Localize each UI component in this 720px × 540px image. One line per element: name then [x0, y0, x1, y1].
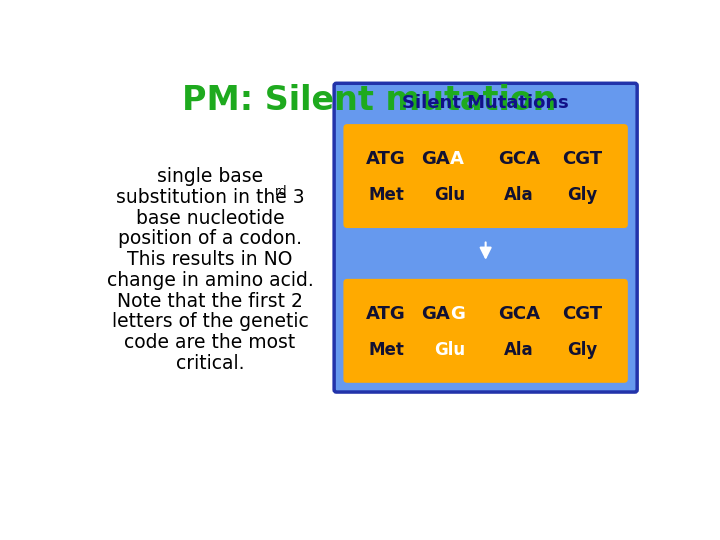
- FancyBboxPatch shape: [343, 279, 628, 383]
- Text: Ala: Ala: [504, 341, 534, 359]
- Text: This results in NO: This results in NO: [127, 250, 293, 269]
- Text: GA: GA: [421, 150, 450, 168]
- Text: PM: Silent mutation: PM: Silent mutation: [181, 84, 557, 117]
- Text: Met: Met: [368, 186, 404, 204]
- Text: CGT: CGT: [562, 150, 603, 168]
- Text: critical.: critical.: [176, 354, 244, 373]
- Text: rd: rd: [274, 185, 287, 198]
- Text: code are the most: code are the most: [125, 333, 296, 352]
- Text: A: A: [450, 150, 464, 168]
- FancyBboxPatch shape: [343, 124, 628, 228]
- Text: letters of the genetic: letters of the genetic: [112, 313, 308, 332]
- Text: GCA: GCA: [498, 305, 540, 322]
- Text: substitution in the 3: substitution in the 3: [116, 188, 305, 207]
- Text: Note that the first 2: Note that the first 2: [117, 292, 303, 310]
- Text: single base: single base: [157, 167, 264, 186]
- Text: Glu: Glu: [434, 186, 465, 204]
- Text: base nucleotide: base nucleotide: [136, 208, 284, 227]
- Text: Gly: Gly: [567, 341, 598, 359]
- Text: Glu: Glu: [434, 341, 465, 359]
- Text: G: G: [450, 305, 464, 322]
- Text: Ala: Ala: [504, 186, 534, 204]
- Text: Met: Met: [368, 341, 404, 359]
- Text: CGT: CGT: [562, 305, 603, 322]
- Text: GCA: GCA: [498, 150, 540, 168]
- Text: GA: GA: [421, 305, 450, 322]
- Text: Silent Mutations: Silent Mutations: [402, 94, 569, 112]
- Text: position of a codon.: position of a codon.: [118, 230, 302, 248]
- Text: Gly: Gly: [567, 186, 598, 204]
- FancyBboxPatch shape: [334, 83, 637, 392]
- Text: change in amino acid.: change in amino acid.: [107, 271, 313, 290]
- Text: ATG: ATG: [366, 150, 406, 168]
- Text: ATG: ATG: [366, 305, 406, 322]
